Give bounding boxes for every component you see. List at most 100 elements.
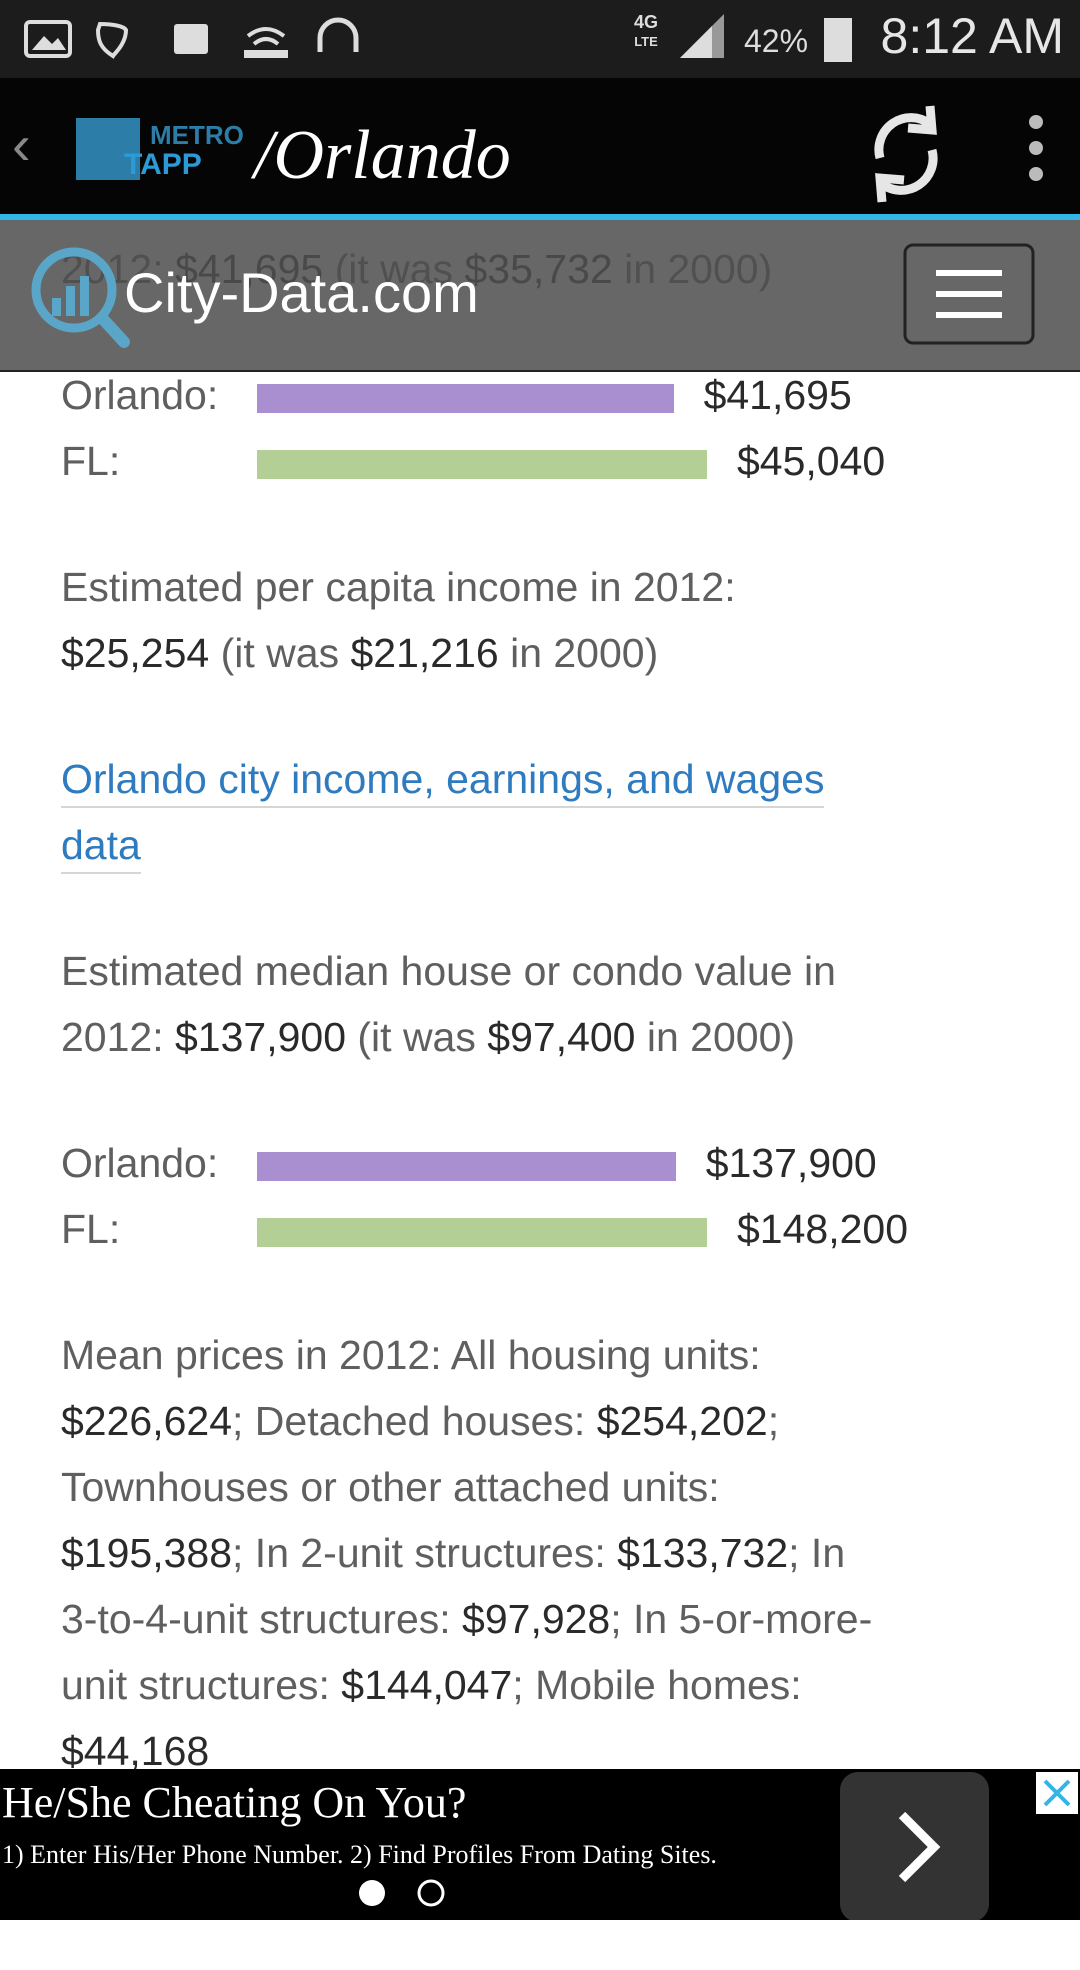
router-icon — [244, 50, 288, 58]
block-bars: Orlando: $41,695 FL: $45,040 — [61, 362, 1061, 494]
link-line: data — [61, 812, 1061, 878]
text-line: $195,388; In 2-unit structures: $133,732… — [61, 1520, 1061, 1586]
site-logo[interactable]: City-Data.com — [124, 261, 479, 324]
text-line: unit structures: $144,047; Mobile homes: — [61, 1652, 1061, 1718]
value-text: $25,254 — [61, 630, 210, 676]
block-text: Estimated median house or condo value in… — [61, 938, 1061, 1070]
bar-value: $41,695 — [703, 372, 852, 418]
value-text: $226,624 — [61, 1398, 233, 1444]
wifi-icon — [246, 27, 286, 46]
text: ; Detached houses: — [232, 1398, 597, 1444]
value-text: $195,388 — [61, 1530, 233, 1576]
logo-bar — [52, 298, 61, 316]
back-button[interactable]: ‹ — [12, 113, 31, 176]
ad-close-x — [1043, 1779, 1071, 1807]
article: 2012: $41,695 (it was $35,732 in 2000)Or… — [61, 236, 1061, 1970]
text: unit structures: — [61, 1662, 342, 1708]
text: Estimated median house or condo value in — [61, 948, 836, 994]
logo-top: METRO — [150, 120, 244, 150]
text: ; In 5-or-more- — [610, 1596, 873, 1642]
clock: 8:12 AM — [881, 8, 1064, 64]
page-dot[interactable] — [359, 1880, 385, 1906]
logo-bar — [80, 276, 89, 316]
value-text: $21,216 — [350, 630, 499, 676]
text: in 2000) — [635, 1014, 796, 1060]
bar — [257, 1218, 707, 1247]
ad-title: He/She Cheating On You? — [2, 1778, 466, 1827]
value-text: $133,732 — [617, 1530, 789, 1576]
block-text: Estimated per capita income in 2012: $25,… — [61, 554, 1061, 686]
refresh-button[interactable] — [874, 105, 938, 203]
text: ; In 2-unit structures: — [232, 1530, 618, 1576]
app-title: /Orlando — [250, 117, 511, 194]
text-line: Mean prices in 2012: All housing units: — [61, 1322, 1061, 1388]
battery-percent: 42% — [744, 23, 808, 59]
network-type: 4G — [634, 12, 658, 32]
bar-value: $137,900 — [705, 1140, 877, 1186]
screen: 4G LTE 42% 8:12 AM ‹ METRO TAPP /Orlando… — [0, 0, 1080, 1920]
divider — [0, 214, 1080, 220]
text-line: Estimated median house or condo value in — [61, 938, 1061, 1004]
text-line: Estimated per capita income in 2012: — [61, 554, 1061, 620]
ad-arrow-button[interactable] — [840, 1772, 989, 1920]
gallery-icon-shape — [32, 36, 66, 50]
ad-banner[interactable]: He/She Cheating On You? 1) Enter His/Her… — [0, 1769, 1080, 1920]
battery-icon — [824, 18, 852, 62]
value-text: $44,168 — [61, 1728, 210, 1774]
page-dot[interactable] — [417, 1879, 445, 1907]
text-line: Townhouses or other attached units: — [61, 1454, 1061, 1520]
logo-bar — [66, 286, 75, 316]
text-line: 2012: $137,900 (it was $97,400 in 2000) — [61, 1004, 1061, 1070]
logo-box — [76, 118, 140, 180]
menu-dot[interactable] — [1029, 115, 1043, 129]
text: 3-to-4-unit structures: — [61, 1596, 463, 1642]
bar-value: $45,040 — [737, 438, 886, 484]
bar-label: FL: — [61, 1206, 121, 1252]
menu-button[interactable] — [903, 243, 1035, 345]
block-link: Orlando city income, earnings, and wages… — [61, 746, 1061, 878]
link-line: Orlando city income, earnings, and wages — [61, 746, 1061, 812]
text-line: 3-to-4-unit structures: $97,928; In 5-or… — [61, 1586, 1061, 1652]
logo-bottom: TAPP — [124, 148, 202, 181]
ad-arrow — [898, 1811, 941, 1883]
text: 2012: — [61, 1014, 175, 1060]
app-bar-graphics: ‹ METRO TAPP /Orlando — [12, 105, 1043, 203]
text: ; In — [788, 1530, 846, 1576]
text: Townhouses or other attached units: — [61, 1464, 720, 1510]
link-text[interactable]: Orlando city income, earnings, and wages — [61, 756, 825, 808]
text-line: $25,254 (it was $21,216 in 2000) — [61, 620, 1061, 686]
value-text: $97,928 — [462, 1596, 611, 1642]
text: (it was — [346, 1014, 488, 1060]
bar — [257, 1152, 676, 1181]
site-logo-icon: City-Data.com — [31, 243, 1035, 348]
bar-label: FL: — [61, 438, 121, 484]
text: ; Mobile homes: — [512, 1662, 802, 1708]
magnifier — [31, 247, 117, 333]
bar-row: FL: $45,040 — [61, 428, 1061, 494]
bar-row: Orlando: $41,695 — [61, 362, 1061, 428]
text-line: $226,624; Detached houses: $254,202; — [61, 1388, 1061, 1454]
gallery-icon — [24, 20, 72, 58]
link-text[interactable]: data — [61, 822, 141, 874]
signal-level — [680, 26, 712, 58]
bar-label: Orlando: — [61, 1140, 219, 1186]
bar-label: Orlando: — [61, 372, 219, 418]
value-text: $97,400 — [487, 1014, 636, 1060]
menu-dot[interactable] — [1029, 141, 1043, 155]
bar — [257, 384, 674, 413]
menu-line — [936, 291, 1002, 297]
text: ; — [767, 1398, 780, 1444]
sim-icon — [174, 24, 208, 54]
app-bar: ‹ METRO TAPP /Orlando — [0, 78, 1080, 214]
ad-subtitle: 1) Enter His/Her Phone Number. 2) Find P… — [2, 1840, 717, 1869]
bar — [257, 450, 707, 479]
text: Estimated per capita income in 2012: — [61, 564, 736, 610]
status-icons: 4G LTE 42% 8:12 AM — [24, 8, 1064, 64]
block-text: Mean prices in 2012: All housing units: $… — [61, 1322, 1061, 1784]
magnifier-handle — [96, 312, 130, 348]
ad-graphics: He/She Cheating On You? 1) Enter His/Her… — [2, 1772, 1078, 1920]
text: (it was — [209, 630, 351, 676]
bar-row: Orlando: $137,900 — [61, 1130, 1061, 1196]
menu-dot[interactable] — [1029, 167, 1043, 181]
text: in 2000) — [498, 630, 659, 676]
